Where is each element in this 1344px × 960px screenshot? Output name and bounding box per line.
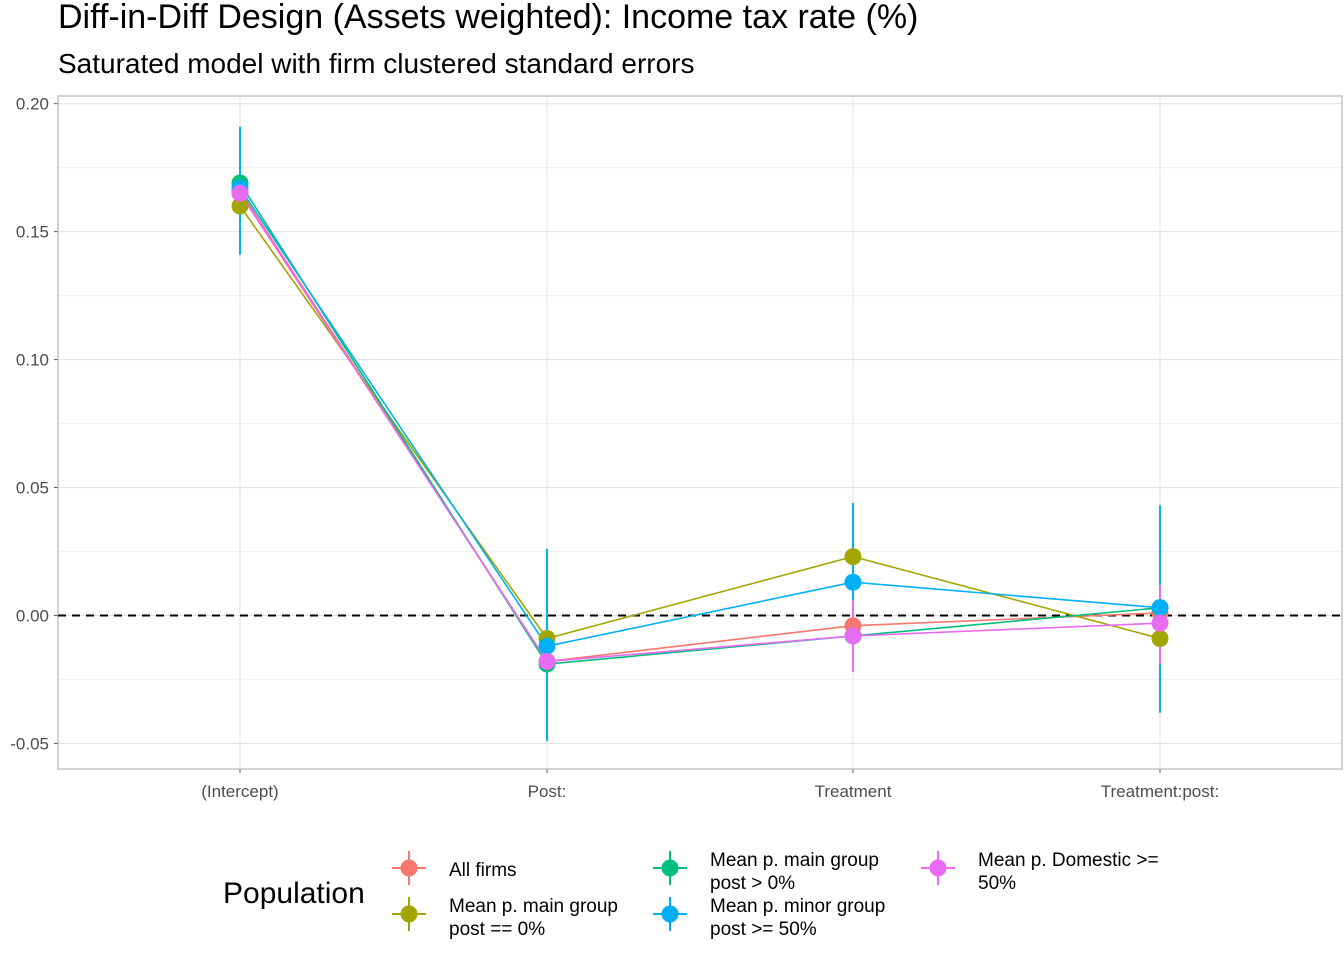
y-tick-label: 0.10 (16, 351, 49, 370)
legend-item-1: All firms (392, 851, 517, 885)
legend-label-line: All firms (449, 860, 517, 881)
legend-key-point (400, 905, 418, 923)
x-tick-label: Post: (528, 782, 567, 801)
legend-item-3: Mean p. main group post > 0% (653, 850, 879, 894)
y-tick-label: 0.20 (16, 95, 49, 114)
data-point (844, 548, 862, 566)
legend-label: All firms (449, 860, 517, 881)
legend-label: Mean p. main group post > 0% (710, 850, 879, 894)
chart-subtitle: Saturated model with firm clustered stan… (58, 48, 695, 79)
series-line (239, 182, 1161, 665)
chart-title: Diff-in-Diff Design (Assets weighted): I… (58, 0, 918, 36)
x-tick-label: Treatment (815, 782, 892, 801)
legend-key-point (661, 905, 679, 923)
legend-label-line: post >= 50% (710, 919, 817, 940)
legend-label: Mean p. Domestic >= 50% (978, 850, 1159, 894)
y-tick-label: 0.00 (16, 606, 49, 625)
legend-item-2: Mean p. main group post == 0% (392, 896, 618, 940)
data-point (231, 197, 249, 215)
data-point (844, 573, 862, 591)
data-point (538, 637, 556, 655)
x-tick-label: (Intercept) (201, 782, 278, 801)
legend-label-line: Mean p. main group (710, 850, 879, 871)
data-point (538, 653, 556, 671)
legend-key-point (929, 859, 947, 877)
legend-label-line: 50% (978, 873, 1016, 894)
data-point (231, 184, 249, 202)
legend-label: Mean p. main group post == 0% (449, 896, 618, 940)
legend-label-line: Mean p. Domestic >= (978, 850, 1159, 871)
legend-label-line: post == 0% (449, 919, 545, 940)
legend-label-line: Mean p. main group (449, 896, 618, 917)
legend-item-5: Mean p. Domestic >= 50% (921, 850, 1159, 894)
legend-item-4: Mean p. minor group post >= 50% (653, 896, 885, 940)
plot-area: -0.05 0.00 0.05 0.10 0.15 0.20 (Intercept) Post… (10, 95, 1343, 801)
legend-label: Mean p. minor group post >= 50% (710, 896, 885, 940)
legend-title: Population (223, 877, 365, 910)
y-tick-label: -0.05 (10, 734, 49, 753)
y-tick-label: 0.15 (16, 223, 49, 242)
legend-label-line: post > 0% (710, 873, 795, 894)
plot-border (57, 95, 1343, 770)
y-tick-label: 0.05 (16, 479, 49, 498)
legend-key-point (661, 859, 679, 877)
series-line (239, 187, 1161, 648)
plot-panel (58, 96, 1342, 769)
data-point (1151, 629, 1169, 647)
data-point (844, 627, 862, 645)
legend-key-point (400, 859, 418, 877)
series-points-5 (231, 184, 1169, 671)
data-point (1151, 614, 1169, 632)
legend-label-line: Mean p. minor group (710, 896, 885, 917)
x-tick-label: Treatment:post: (1101, 782, 1219, 801)
series-line (239, 192, 1161, 663)
data-point (1151, 599, 1169, 617)
